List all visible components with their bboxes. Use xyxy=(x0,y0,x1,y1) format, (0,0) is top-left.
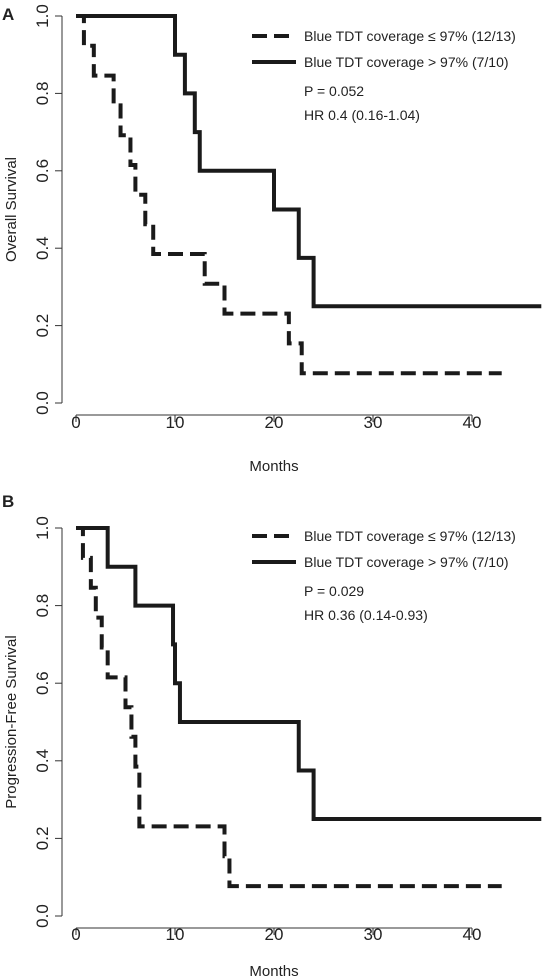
p-value-annotation: P = 0.029 xyxy=(304,583,364,599)
x-tick-label: 10 xyxy=(166,413,185,432)
y-tick-label: 1.0 xyxy=(33,516,52,540)
p-value-annotation: P = 0.052 xyxy=(304,83,364,99)
y-tick-label: 0.8 xyxy=(33,82,52,106)
panel-label: B xyxy=(2,492,14,511)
legend-label: Blue TDT coverage ≤ 97% (12/13) xyxy=(304,528,516,544)
y-tick-label: 0.0 xyxy=(33,391,52,415)
series-line-solid xyxy=(76,526,542,821)
series-line-dashed xyxy=(76,526,502,889)
panel-B: B 0.0 0.2 0.4 0.6 0.8 1.0 0 10 20 30 40 Months Progre… xyxy=(2,492,542,979)
y-axis-title: Progression-Free Survival xyxy=(3,635,20,808)
x-axis-title: Months xyxy=(249,458,298,475)
y-tick-label: 0.2 xyxy=(33,827,52,851)
hr-annotation: HR 0.36 (0.14-0.93) xyxy=(304,607,428,623)
legend-label: Blue TDT coverage > 97% (7/10) xyxy=(304,554,509,570)
x-tick-label: 40 xyxy=(463,413,482,432)
x-tick-label: 10 xyxy=(166,925,185,944)
y-tick-label: 0.4 xyxy=(33,236,52,260)
x-axis-title: Months xyxy=(249,963,298,979)
legend-label: Blue TDT coverage > 97% (7/10) xyxy=(304,54,509,70)
x-tick-label: 40 xyxy=(463,925,482,944)
y-tick-label: 0.0 xyxy=(33,904,52,928)
x-tick-label: 0 xyxy=(71,413,80,432)
y-tick-label: 0.8 xyxy=(33,594,52,618)
y-tick-label: 0.6 xyxy=(33,671,52,695)
y-tick-label: 1.0 xyxy=(33,4,52,28)
x-tick-label: 20 xyxy=(265,925,284,944)
panel-label: A xyxy=(2,5,14,24)
y-tick-label: 0.6 xyxy=(33,159,52,183)
x-tick-label: 30 xyxy=(364,413,383,432)
legend-label: Blue TDT coverage ≤ 97% (12/13) xyxy=(304,28,516,44)
y-tick-label: 0.2 xyxy=(33,314,52,338)
y-tick-label: 0.4 xyxy=(33,749,52,773)
y-axis-title: Overall Survival xyxy=(3,157,20,262)
series-line-solid xyxy=(76,14,542,309)
hr-annotation: HR 0.4 (0.16-1.04) xyxy=(304,107,420,123)
x-tick-label: 20 xyxy=(265,413,284,432)
x-tick-label: 30 xyxy=(364,925,383,944)
panel-A: A 0.0 0.2 0.4 0.6 0.8 1.0 0 10 20 30 40 Months Overal… xyxy=(2,4,542,475)
x-tick-label: 0 xyxy=(71,925,80,944)
